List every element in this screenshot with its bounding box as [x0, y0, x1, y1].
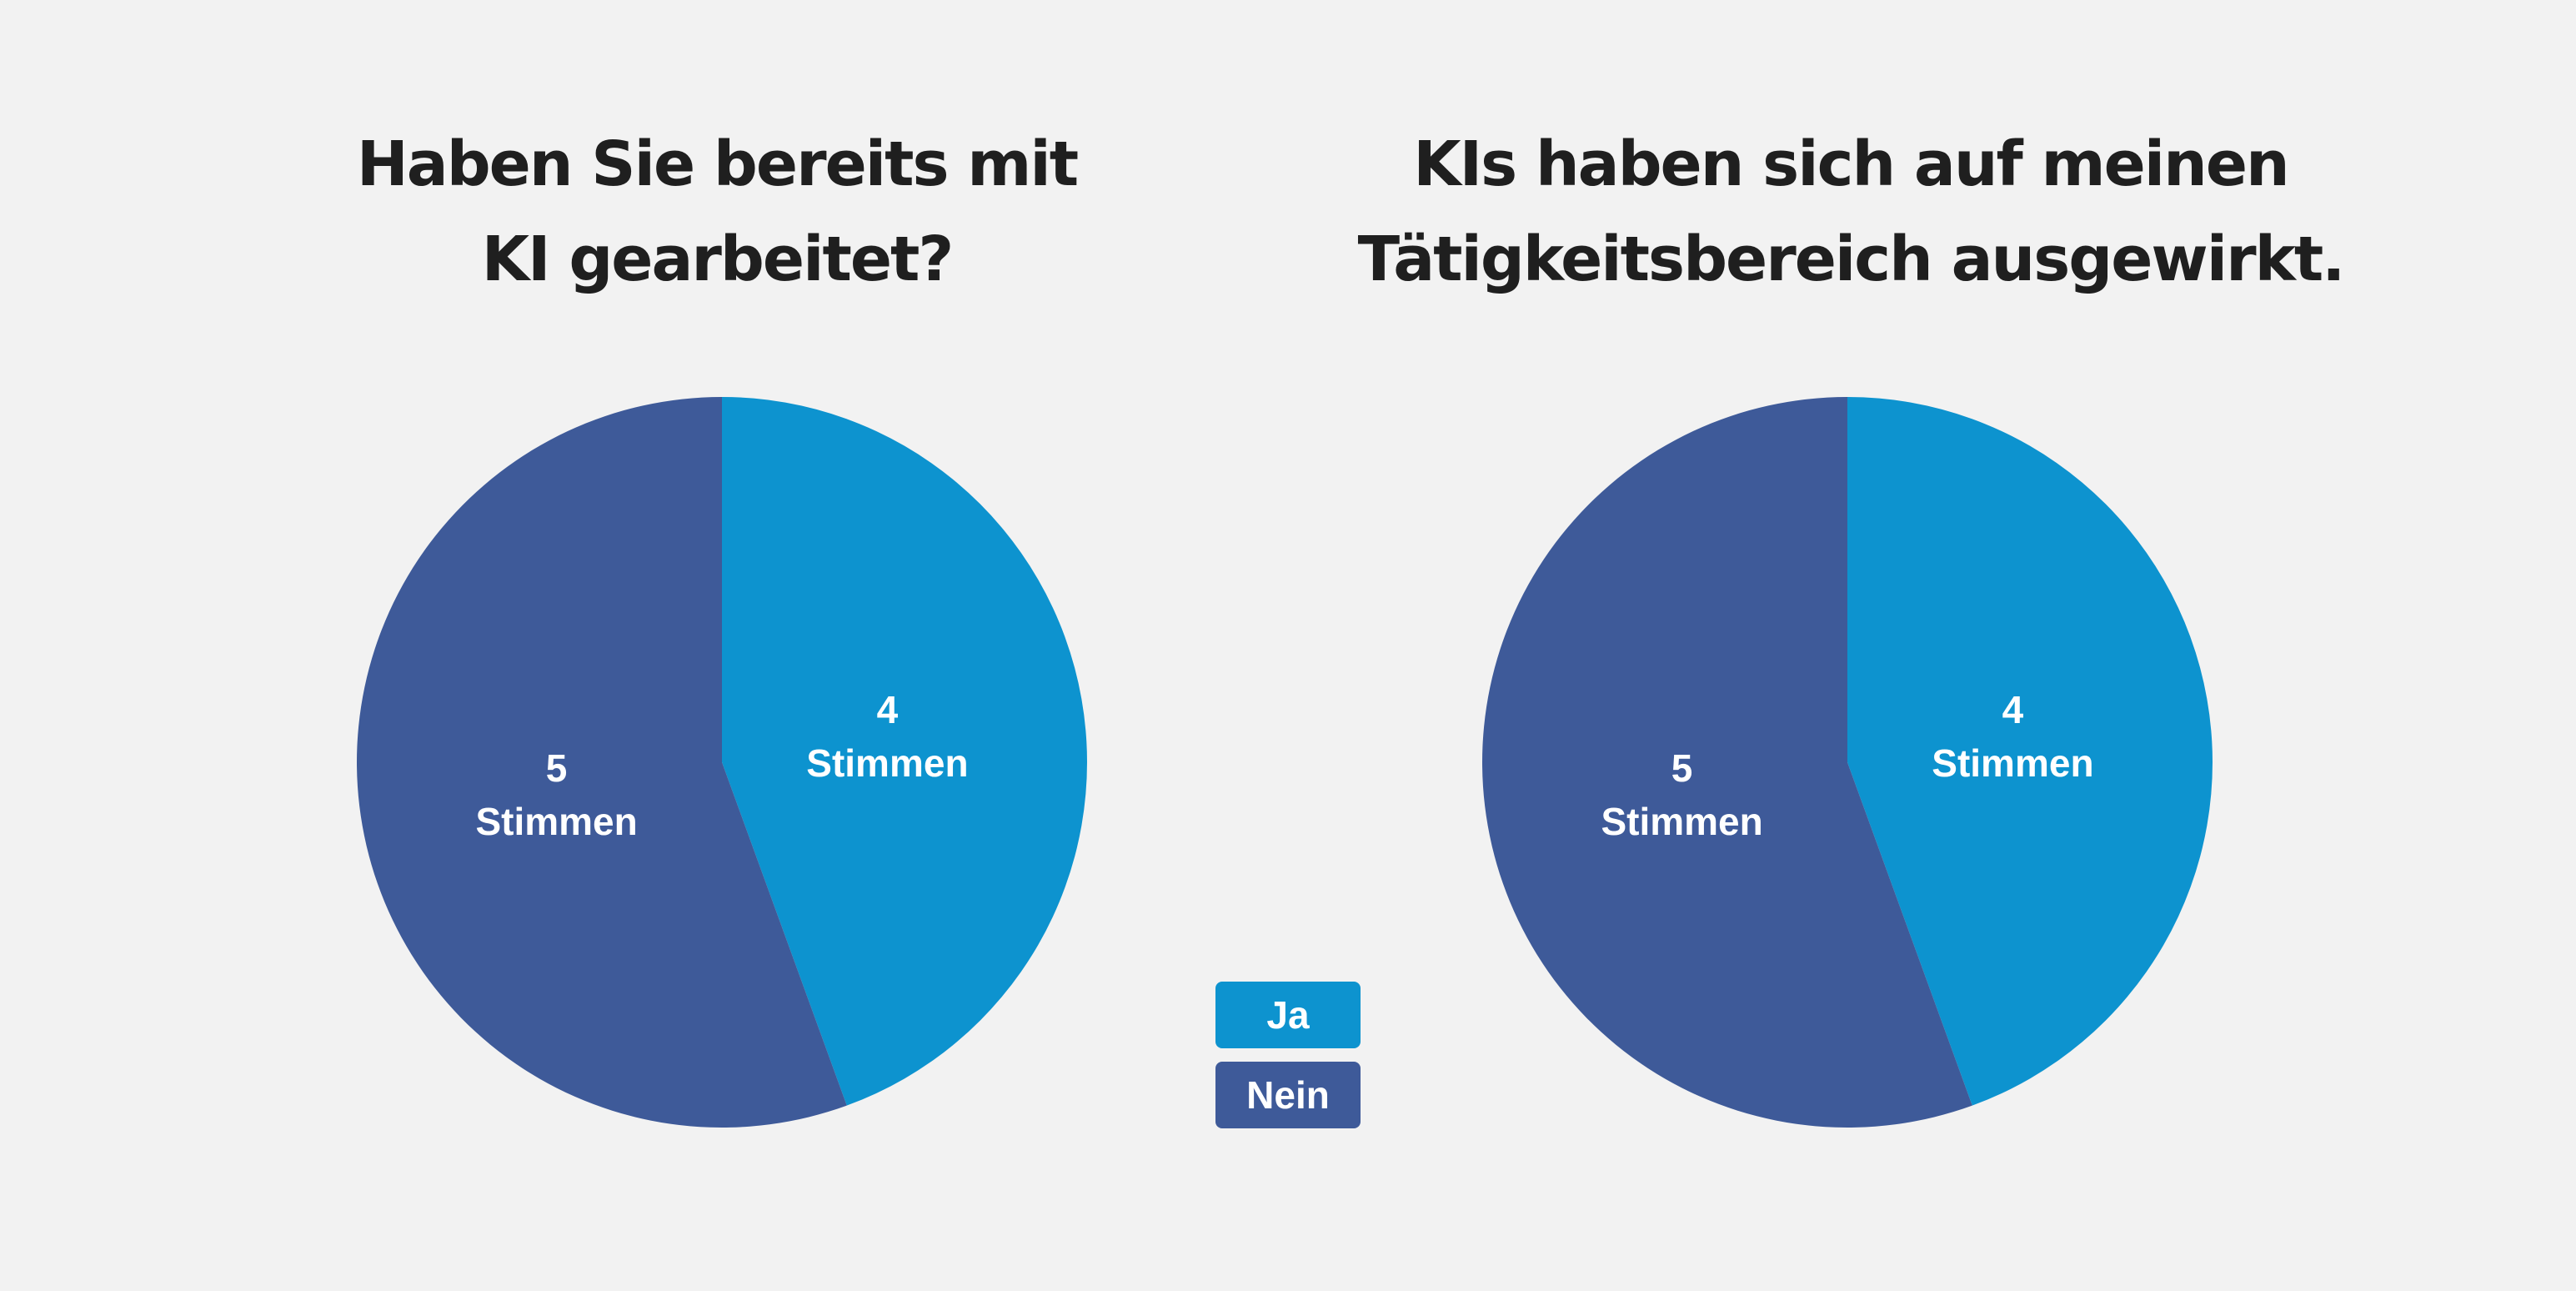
- legend: Ja Nein: [1215, 982, 1361, 1142]
- chart-2-title-line-2: Tätigkeitsbereich ausgewirkt.: [1357, 224, 2346, 295]
- pie-2-label-ja: 4 Stimmen: [1932, 688, 2093, 785]
- pie-1-label-nein: 5 Stimmen: [475, 746, 637, 843]
- chart-1-title-line-2: KI gearbeitet?: [481, 224, 955, 295]
- pie-chart-1: 4 Stimmen 5 Stimmen: [356, 397, 1087, 1128]
- pie-chart-2: 4 Stimmen 5 Stimmen: [1482, 397, 2213, 1128]
- pie-2-slice-ja: [1847, 397, 2213, 1106]
- chart-1-title-line-1: Haben Sie bereits mit: [356, 128, 1079, 200]
- pie-1-slice-nein: [356, 397, 847, 1128]
- legend-item-ja: Ja: [1215, 982, 1361, 1048]
- legend-item-nein: Nein: [1215, 1062, 1361, 1128]
- chart-2-title-line-1: KIs haben sich auf meinen: [1413, 128, 2289, 200]
- legend-label-ja: Ja: [1266, 993, 1310, 1037]
- chart-2-title: KIs haben sich auf meinen Tätigkeitsbere…: [1301, 117, 2401, 307]
- pie-1-slice-ja: [722, 397, 1087, 1106]
- chart-1-title: Haben Sie bereits mit KI gearbeitet?: [300, 117, 1134, 307]
- pie-2-slice-nein: [1482, 397, 1972, 1128]
- legend-label-nein: Nein: [1246, 1073, 1330, 1117]
- pie-1-label-ja: 4 Stimmen: [806, 688, 968, 785]
- pie-2-label-nein: 5 Stimmen: [1601, 746, 1762, 843]
